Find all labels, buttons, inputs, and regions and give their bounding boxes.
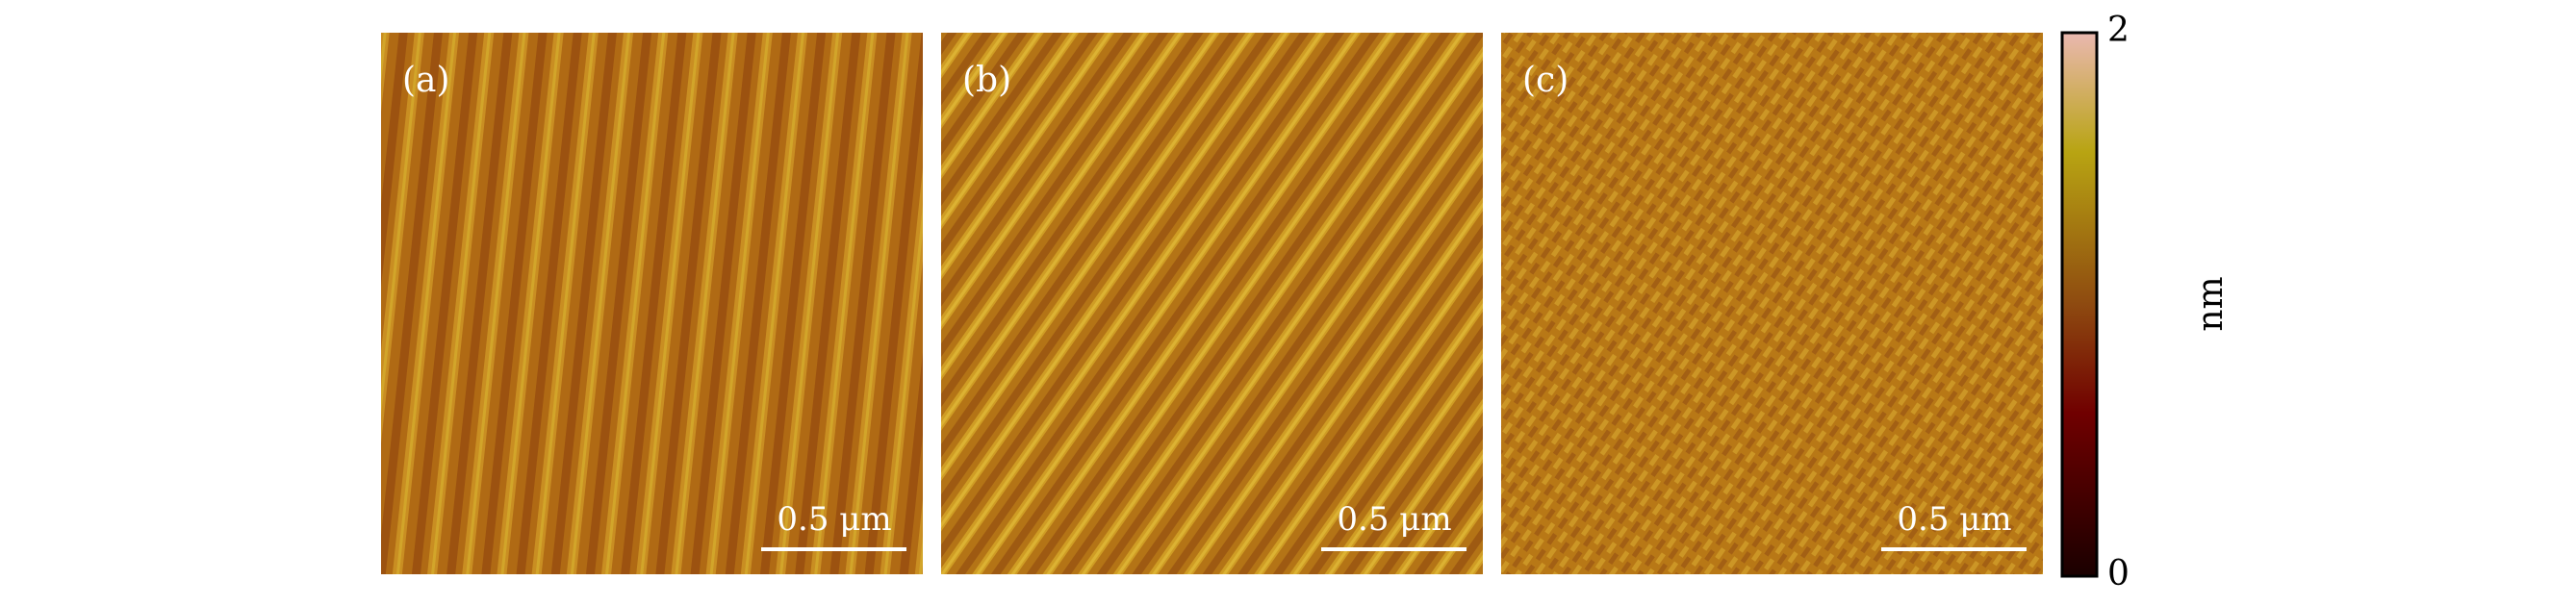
panel-label: (c) [1522,61,1569,100]
colorbar [2060,31,2099,578]
afm-image [941,33,1483,574]
panel-label: (b) [962,61,1011,100]
panel-label: (a) [402,61,450,100]
afm-image [381,33,923,574]
afm-image [1501,33,2043,574]
colorbar-tick-label: 2 [2107,11,2130,50]
colorbar-tick-label: 0 [2107,554,2130,593]
colorbar-label: nm [2191,276,2231,331]
scale-bar-label: 0.5 μm [1337,500,1451,539]
scale-bar-label: 0.5 μm [1897,500,2011,539]
panels: (a) 0.5 μm (b) 0.5 μm (c) 0.5 μm [381,33,2043,574]
scale-bar-label: 0.5 μm [777,500,891,539]
